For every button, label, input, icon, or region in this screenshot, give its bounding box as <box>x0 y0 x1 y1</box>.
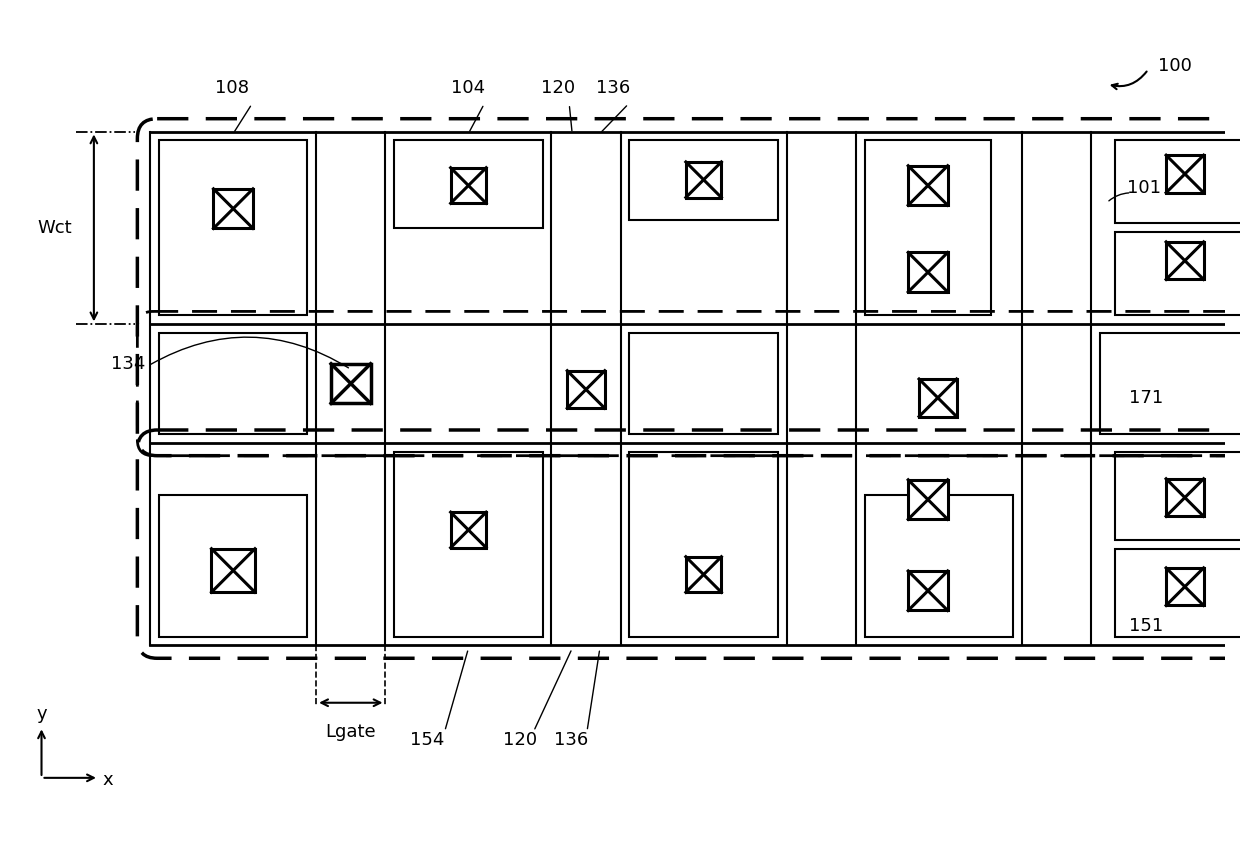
Bar <box>1166 155 1204 192</box>
Bar <box>159 333 308 434</box>
Bar <box>630 140 777 220</box>
Bar <box>150 443 316 493</box>
Text: 120: 120 <box>542 79 575 97</box>
Bar <box>686 557 722 593</box>
Bar <box>908 166 947 205</box>
Bar <box>1166 242 1204 279</box>
Text: 120: 120 <box>502 731 537 749</box>
Text: 136: 136 <box>554 731 588 749</box>
Bar <box>864 496 1013 637</box>
Bar <box>567 371 605 408</box>
Bar <box>1091 443 1112 645</box>
Text: 171: 171 <box>1128 389 1163 407</box>
Bar <box>450 168 486 204</box>
Bar <box>1100 333 1240 434</box>
Bar <box>908 480 947 520</box>
Bar <box>908 253 947 292</box>
Bar <box>1115 452 1240 539</box>
Bar <box>1115 549 1240 637</box>
Text: 136: 136 <box>595 79 630 97</box>
Text: 104: 104 <box>451 79 486 97</box>
Bar <box>630 452 777 637</box>
Text: 101: 101 <box>1127 179 1161 197</box>
Bar <box>908 571 947 611</box>
Text: Lgate: Lgate <box>326 722 376 740</box>
Bar <box>212 549 255 592</box>
Bar <box>159 496 308 637</box>
Text: 108: 108 <box>216 79 249 97</box>
Bar <box>856 443 1022 493</box>
Bar <box>386 235 552 324</box>
Bar <box>919 379 956 417</box>
Text: 151: 151 <box>1128 617 1163 635</box>
Bar <box>1115 232 1240 315</box>
Text: Wct: Wct <box>37 219 72 237</box>
Text: y: y <box>36 704 47 722</box>
Bar <box>394 140 543 228</box>
Bar <box>213 189 253 228</box>
Bar <box>686 162 722 198</box>
Bar <box>552 131 620 645</box>
Bar <box>630 333 777 434</box>
Bar <box>620 131 786 324</box>
Bar <box>159 140 308 315</box>
Bar <box>1022 131 1091 645</box>
Text: 100: 100 <box>1158 58 1192 76</box>
Bar <box>786 131 856 645</box>
Bar <box>316 131 386 645</box>
Bar <box>1166 568 1204 606</box>
Bar <box>1001 131 1022 324</box>
Bar <box>1091 131 1112 324</box>
Bar <box>864 140 991 315</box>
Text: 154: 154 <box>409 731 444 749</box>
Bar <box>450 512 486 548</box>
Text: 134: 134 <box>110 355 145 373</box>
Bar <box>1166 478 1204 516</box>
Bar <box>394 452 543 637</box>
Bar <box>331 363 371 404</box>
Text: x: x <box>103 771 113 789</box>
Bar <box>1115 140 1240 223</box>
